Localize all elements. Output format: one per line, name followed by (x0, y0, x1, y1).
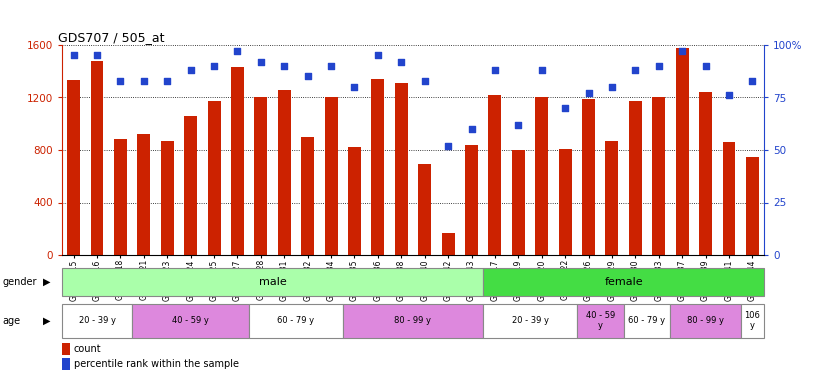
Bar (483, 304, 577, 338)
Bar (91, 61, 103, 255)
Text: 80 - 99 y: 80 - 99 y (687, 316, 724, 325)
Bar (624, 304, 671, 338)
Bar (67, 80, 80, 255)
Point (629, 67, 642, 73)
Point (278, 63, 291, 69)
Bar (343, 304, 483, 338)
Bar (348, 147, 361, 255)
Bar (577, 304, 624, 338)
Bar (442, 232, 454, 255)
Text: 106
y: 106 y (744, 311, 760, 330)
Bar (325, 98, 338, 255)
Bar (488, 95, 501, 255)
Text: 40 - 59
y: 40 - 59 y (586, 311, 615, 330)
Bar (483, 268, 764, 296)
Bar (535, 98, 548, 255)
Point (582, 90, 595, 96)
Point (137, 78, 150, 84)
Bar (249, 304, 343, 338)
Bar (62, 358, 70, 370)
Bar (465, 145, 478, 255)
Bar (301, 137, 314, 255)
Text: GDS707 / 505_at: GDS707 / 505_at (59, 31, 165, 44)
Bar (723, 142, 735, 255)
Bar (231, 67, 244, 255)
Bar (62, 268, 483, 296)
Bar (278, 90, 291, 255)
Point (90, 53, 104, 58)
Bar (676, 48, 689, 255)
Bar (161, 141, 173, 255)
Text: 20 - 39 y: 20 - 39 y (511, 316, 548, 325)
Point (254, 59, 268, 65)
Point (230, 48, 244, 54)
Point (652, 63, 665, 69)
Point (207, 63, 221, 69)
Text: 40 - 59 y: 40 - 59 y (173, 316, 209, 325)
Point (395, 59, 408, 65)
Point (535, 67, 548, 73)
Bar (62, 304, 132, 338)
Point (488, 67, 501, 73)
Bar (671, 304, 741, 338)
Bar (418, 164, 431, 255)
Bar (132, 304, 249, 338)
Point (676, 48, 689, 54)
Bar (558, 148, 572, 255)
Point (184, 67, 197, 73)
Bar (582, 99, 595, 255)
Point (465, 126, 478, 132)
Point (301, 74, 314, 80)
Text: 20 - 39 y: 20 - 39 y (78, 316, 116, 325)
Text: count: count (74, 344, 102, 354)
Text: percentile rank within the sample: percentile rank within the sample (74, 359, 239, 369)
Point (441, 143, 454, 149)
Point (558, 105, 572, 111)
Bar (372, 79, 384, 255)
Text: 80 - 99 y: 80 - 99 y (395, 316, 431, 325)
Text: ▶: ▶ (43, 277, 50, 287)
Bar (207, 102, 221, 255)
Point (114, 78, 127, 84)
Bar (395, 83, 408, 255)
Text: female: female (605, 277, 643, 287)
Bar (741, 304, 764, 338)
Bar (137, 134, 150, 255)
Bar (746, 157, 759, 255)
Bar (254, 98, 268, 255)
Text: ▶: ▶ (43, 316, 50, 326)
Text: 60 - 79 y: 60 - 79 y (629, 316, 666, 325)
Bar (62, 344, 70, 355)
Point (722, 92, 735, 98)
Text: age: age (2, 316, 21, 326)
Bar (653, 98, 665, 255)
Point (605, 84, 619, 90)
Point (348, 84, 361, 90)
Bar (699, 92, 712, 255)
Text: gender: gender (2, 277, 37, 287)
Point (67, 53, 80, 58)
Point (372, 53, 385, 58)
Point (511, 122, 525, 128)
Point (699, 63, 712, 69)
Point (325, 63, 338, 69)
Text: 60 - 79 y: 60 - 79 y (278, 316, 315, 325)
Point (746, 78, 759, 84)
Point (418, 78, 431, 84)
Bar (629, 102, 642, 255)
Bar (114, 140, 127, 255)
Bar (512, 150, 525, 255)
Bar (184, 116, 197, 255)
Point (160, 78, 173, 84)
Text: male: male (259, 277, 287, 287)
Bar (605, 141, 619, 255)
